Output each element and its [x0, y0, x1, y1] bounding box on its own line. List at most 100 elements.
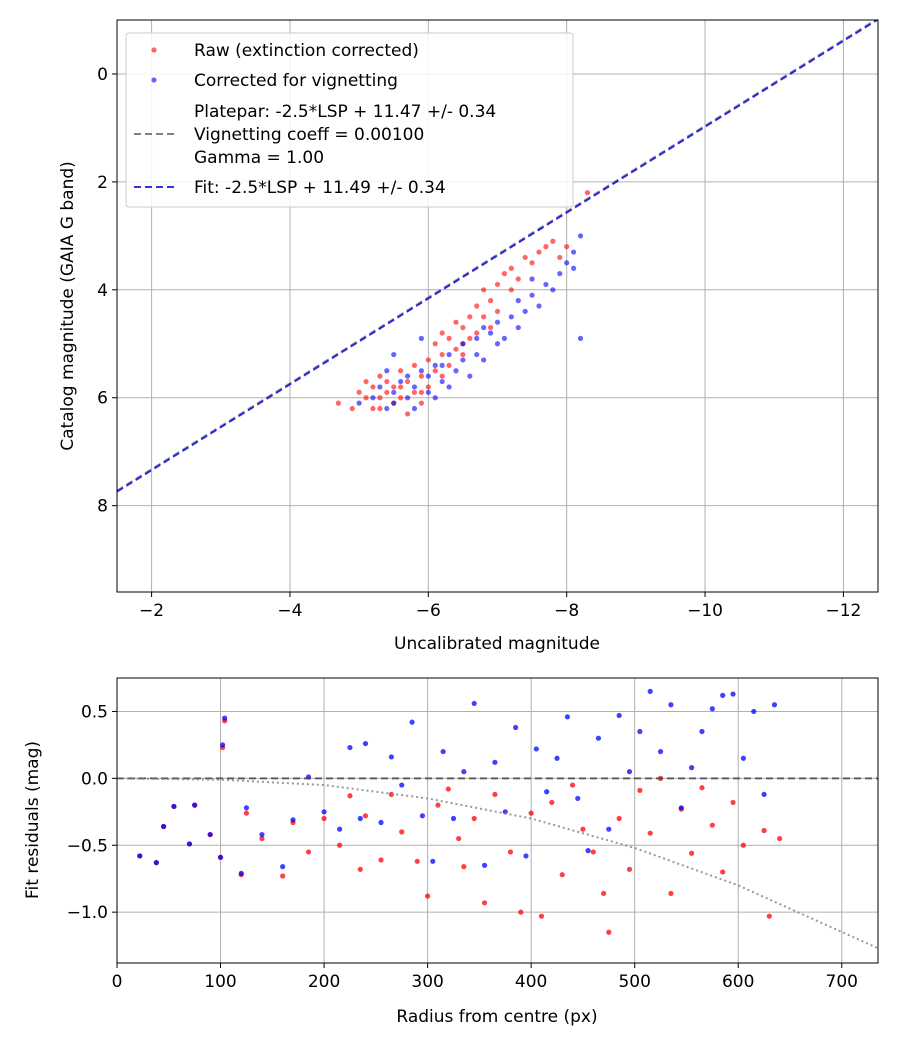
data-point	[536, 303, 541, 308]
data-point	[762, 792, 767, 797]
data-point	[617, 816, 622, 821]
data-point	[549, 800, 554, 805]
data-point	[578, 336, 583, 341]
data-point	[412, 406, 417, 411]
data-point	[321, 809, 326, 814]
data-point	[440, 379, 445, 384]
data-point	[658, 749, 663, 754]
data-point	[192, 803, 197, 808]
data-point	[481, 287, 486, 292]
data-point	[220, 742, 225, 747]
data-point	[461, 769, 466, 774]
legend-raw-label: Raw (extinction corrected)	[194, 41, 419, 61]
data-point	[440, 374, 445, 379]
data-point	[482, 900, 487, 905]
data-point	[239, 871, 244, 876]
data-point	[557, 255, 562, 260]
data-point	[720, 693, 725, 698]
data-point	[460, 352, 465, 357]
data-point	[384, 406, 389, 411]
data-point	[467, 336, 472, 341]
data-point	[523, 853, 528, 858]
data-point	[585, 848, 590, 853]
data-point	[363, 741, 368, 746]
data-point	[536, 249, 541, 254]
data-point	[399, 829, 404, 834]
data-point	[405, 395, 410, 400]
data-point	[637, 788, 642, 793]
data-point	[550, 287, 555, 292]
y-tick-label: 6	[97, 389, 108, 409]
data-point	[378, 820, 383, 825]
legend: Raw (extinction corrected) Corrected for…	[126, 33, 573, 207]
data-point	[492, 792, 497, 797]
data-point	[467, 314, 472, 319]
data-point	[495, 320, 500, 325]
data-point	[772, 702, 777, 707]
data-point	[377, 395, 382, 400]
data-point	[405, 374, 410, 379]
data-point	[384, 379, 389, 384]
data-point	[440, 352, 445, 357]
bottom-series	[117, 689, 878, 949]
data-point	[440, 330, 445, 335]
y-tick-label: 8	[97, 497, 108, 517]
data-point	[502, 271, 507, 276]
bottom-x-axis-label: Radius from centre (px)	[396, 1007, 597, 1027]
data-point	[596, 736, 601, 741]
data-point	[461, 864, 466, 869]
data-point	[426, 390, 431, 395]
data-point	[580, 827, 585, 832]
data-point	[777, 836, 782, 841]
legend-corrected-marker	[151, 77, 156, 82]
data-point	[456, 836, 461, 841]
data-point	[378, 857, 383, 862]
data-point	[627, 867, 632, 872]
data-point	[560, 872, 565, 877]
data-point	[575, 796, 580, 801]
data-point	[495, 282, 500, 287]
data-point	[358, 867, 363, 872]
data-point	[474, 330, 479, 335]
data-point	[509, 266, 514, 271]
data-point	[668, 702, 673, 707]
data-point	[668, 891, 673, 896]
data-point	[337, 827, 342, 832]
data-point	[585, 190, 590, 195]
data-point	[357, 401, 362, 406]
data-point	[741, 843, 746, 848]
data-point	[571, 249, 576, 254]
x-tick-label: 0	[112, 972, 123, 992]
data-point	[412, 390, 417, 395]
y-tick-label: 0	[97, 65, 108, 85]
data-point	[539, 914, 544, 919]
data-point	[606, 827, 611, 832]
data-point	[412, 363, 417, 368]
data-point	[679, 805, 684, 810]
data-point	[472, 701, 477, 706]
y-tick-label: −1.0	[67, 903, 108, 923]
data-point	[389, 754, 394, 759]
data-point	[419, 401, 424, 406]
data-point	[259, 832, 264, 837]
data-point	[377, 374, 382, 379]
data-point	[550, 239, 555, 244]
data-point	[508, 849, 513, 854]
data-point	[363, 395, 368, 400]
data-point	[446, 786, 451, 791]
data-point	[710, 706, 715, 711]
x-tick-label: 600	[722, 972, 754, 992]
data-point	[481, 357, 486, 362]
legend-vignetting-label: Vignetting coeff = 0.00100	[194, 125, 424, 145]
data-point	[358, 816, 363, 821]
data-point	[137, 853, 142, 858]
data-point	[435, 803, 440, 808]
bottom-grid	[117, 678, 878, 963]
legend-gamma-label: Gamma = 1.00	[194, 148, 324, 168]
data-point	[648, 831, 653, 836]
x-tick-label: 500	[618, 972, 650, 992]
data-point	[405, 411, 410, 416]
data-point	[529, 811, 534, 816]
x-tick-label: −2	[139, 601, 164, 621]
data-point	[565, 714, 570, 719]
